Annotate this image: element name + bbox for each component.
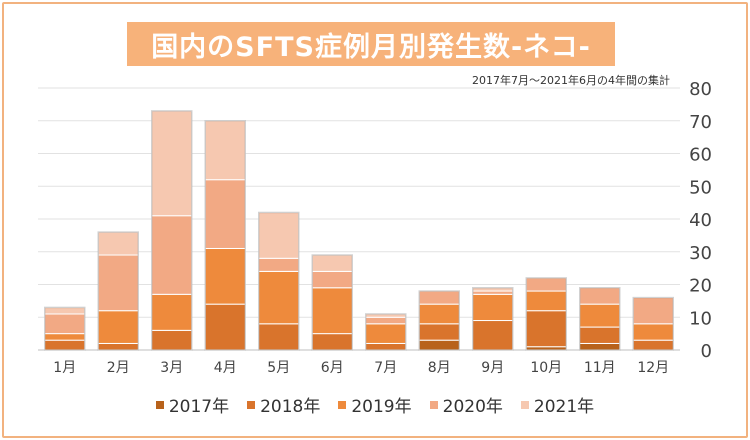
chart-title: 国内のSFTS症例月別発生数-ネコ- bbox=[151, 31, 591, 63]
x-tick-label: 11月 bbox=[584, 360, 616, 376]
x-tick-label: 12月 bbox=[637, 360, 669, 376]
bar-segment bbox=[311, 254, 353, 272]
bar-segment bbox=[418, 339, 460, 351]
legend-swatch bbox=[520, 400, 529, 409]
bar-outline bbox=[632, 296, 674, 351]
bar-segment bbox=[204, 303, 246, 351]
legend-label: 2019年 bbox=[351, 397, 412, 417]
bar-segment bbox=[204, 247, 246, 305]
bar-outline bbox=[525, 277, 567, 351]
bar-outline bbox=[418, 290, 460, 351]
bar-segment bbox=[632, 339, 674, 351]
y-tick-label: 40 bbox=[689, 210, 712, 231]
bar-segment bbox=[258, 270, 300, 325]
x-tick-label: 9月 bbox=[481, 360, 504, 376]
y-tick-label: 80 bbox=[689, 79, 712, 100]
bar-segment bbox=[365, 342, 407, 351]
bar-segment bbox=[632, 297, 674, 325]
bar-segment bbox=[151, 293, 193, 331]
bar-outline bbox=[44, 306, 86, 351]
legend-item: 2018年 bbox=[247, 392, 320, 417]
bar-outline bbox=[311, 254, 353, 351]
bar-segment bbox=[151, 110, 193, 217]
bar-segment bbox=[418, 303, 460, 325]
x-tick-label: 7月 bbox=[374, 360, 397, 376]
bar-segment bbox=[365, 313, 407, 318]
bar-segment bbox=[579, 303, 621, 328]
legend-swatch bbox=[429, 400, 438, 409]
bar-segment bbox=[311, 287, 353, 335]
y-tick-label: 50 bbox=[689, 177, 712, 198]
bar-segment bbox=[204, 179, 246, 249]
bar-segment bbox=[44, 313, 86, 335]
bar-segment bbox=[418, 323, 460, 341]
legend-label: 2018年 bbox=[260, 397, 321, 417]
bar-segment bbox=[525, 290, 567, 312]
bar-segment bbox=[204, 120, 246, 181]
bar-segment bbox=[97, 254, 139, 312]
bar-segment bbox=[97, 231, 139, 256]
bar-segment bbox=[365, 323, 407, 344]
x-tick-label: 6月 bbox=[321, 360, 344, 376]
bar-segment bbox=[632, 323, 674, 341]
chart-title-banner: 国内のSFTS症例月別発生数-ネコ- bbox=[127, 22, 615, 66]
y-tick-label: 30 bbox=[689, 243, 712, 264]
bar-segment bbox=[311, 270, 353, 289]
legend-item: 2021年 bbox=[520, 392, 595, 417]
y-tick-label: 20 bbox=[689, 276, 712, 297]
bar-segment bbox=[44, 339, 86, 351]
bar-segment bbox=[472, 320, 514, 351]
bar-outline bbox=[258, 211, 300, 351]
legend-swatch bbox=[338, 400, 347, 409]
y-tick-label: 10 bbox=[689, 308, 712, 329]
x-tick-label: 8月 bbox=[428, 360, 451, 376]
x-tick-label: 4月 bbox=[214, 360, 237, 376]
bar-segment bbox=[258, 323, 300, 351]
bar-outline bbox=[472, 287, 514, 351]
bar-segment bbox=[472, 293, 514, 322]
bar-segment bbox=[525, 310, 567, 348]
legend-item: 2019年 bbox=[338, 392, 412, 417]
x-tick-label: 5月 bbox=[267, 360, 290, 376]
legend-item: 2020年 bbox=[429, 392, 503, 417]
bar-outline bbox=[204, 120, 246, 351]
chart-subtitle: 2017年7月～2021年6月の4年間の集計 bbox=[472, 74, 670, 87]
bar-outline bbox=[97, 231, 139, 351]
x-tick-label: 1月 bbox=[53, 360, 76, 376]
legend-item: 2017年 bbox=[155, 392, 230, 417]
bar-segment bbox=[472, 287, 514, 292]
bar-outline bbox=[365, 313, 407, 351]
bar-segment bbox=[579, 342, 621, 351]
legend-swatch bbox=[247, 400, 256, 409]
legend-label: 2020年 bbox=[442, 397, 503, 417]
y-tick-label: 70 bbox=[689, 112, 712, 133]
bar-segment bbox=[97, 342, 139, 351]
bar-segment bbox=[151, 329, 193, 351]
bar-segment bbox=[258, 211, 300, 259]
y-tick-label: 0 bbox=[701, 341, 712, 362]
bar-segment bbox=[579, 287, 621, 305]
bar-segment bbox=[418, 290, 460, 305]
x-tick-label: 10月 bbox=[530, 360, 562, 376]
bar-segment bbox=[525, 277, 567, 292]
x-tick-label: 3月 bbox=[160, 360, 183, 376]
chart-legend: 2017年 2018年 2019年 2020年 2021年 bbox=[0, 392, 750, 417]
legend-label: 2021年 bbox=[533, 397, 595, 417]
legend-swatch bbox=[155, 400, 164, 409]
legend-label: 2017年 bbox=[168, 397, 230, 417]
bar-outline bbox=[151, 110, 193, 351]
bar-segment bbox=[258, 257, 300, 272]
bar-segment bbox=[365, 316, 407, 325]
y-tick-label: 60 bbox=[689, 145, 712, 166]
bar-segment bbox=[97, 310, 139, 344]
bar-segment bbox=[44, 306, 86, 315]
bar-segment bbox=[579, 326, 621, 344]
bar-segment bbox=[311, 333, 353, 351]
bar-segment bbox=[44, 333, 86, 341]
bar-segment bbox=[151, 215, 193, 295]
x-tick-label: 2月 bbox=[107, 360, 130, 376]
bar-outline bbox=[579, 287, 621, 351]
